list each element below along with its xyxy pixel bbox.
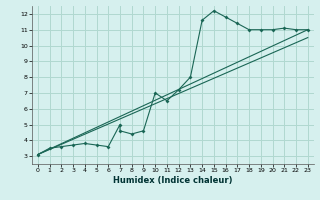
X-axis label: Humidex (Indice chaleur): Humidex (Indice chaleur) [113,176,233,185]
